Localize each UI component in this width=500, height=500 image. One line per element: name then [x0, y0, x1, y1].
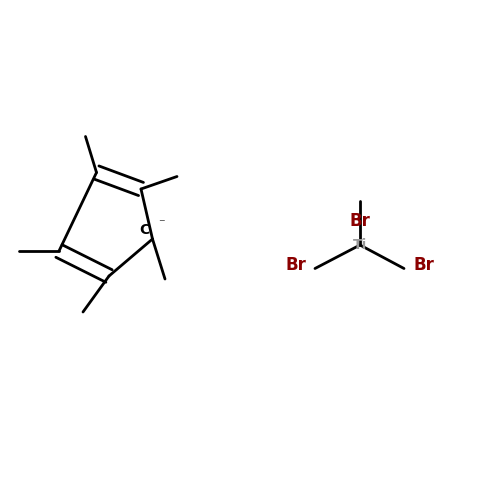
Text: ⁻: ⁻ — [158, 217, 165, 230]
Text: C: C — [140, 222, 150, 236]
Text: Br: Br — [413, 256, 434, 274]
Text: Br: Br — [350, 212, 370, 230]
Text: Br: Br — [285, 256, 306, 274]
Text: Ti: Ti — [353, 238, 367, 252]
